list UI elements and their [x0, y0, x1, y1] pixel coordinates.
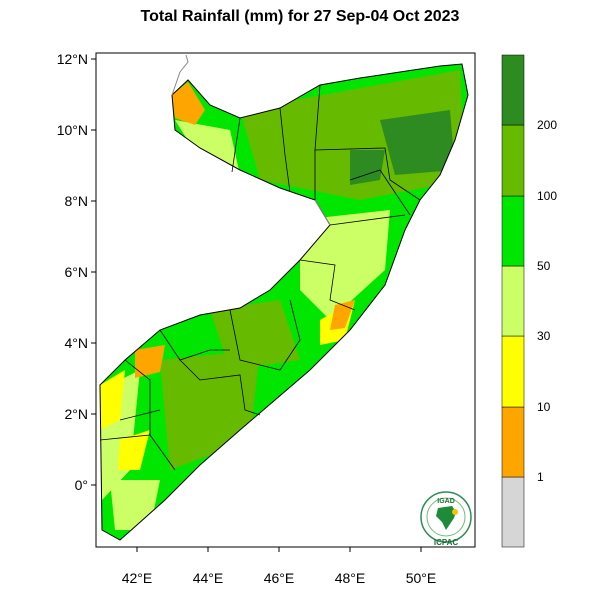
legend-label: 30: [537, 329, 551, 343]
legend-label: 200: [537, 118, 557, 132]
legend-swatch-10-30: [501, 335, 525, 408]
logo-top-text: IGAD: [437, 498, 455, 505]
legend-label: 1: [537, 470, 544, 484]
legend-swatch-gt200: [501, 54, 525, 126]
africa-icon: [436, 506, 456, 530]
map-title: Total Rainfall (mm) for 27 Sep-04 Oct 20…: [140, 8, 460, 25]
legend-swatch-30-50: [501, 265, 525, 337]
region-boundaries: [99, 84, 421, 471]
color-legend: 1 10 30 50 100 200: [501, 54, 557, 548]
neighbor-border-west: [314, 199, 331, 226]
lon-label: 48°E: [335, 570, 366, 586]
legend-label: 100: [537, 189, 557, 203]
igad-icpac-logo: IGAD ICPAC: [420, 491, 472, 547]
lat-label: 0°: [75, 477, 88, 493]
lat-label: 12°N: [57, 51, 88, 67]
legend-swatch-lt1: [501, 476, 525, 548]
neighbor-border-north: [171, 54, 189, 96]
somalia-outline: [99, 63, 469, 541]
lat-label: 8°N: [65, 193, 89, 209]
legend-label: 50: [537, 259, 551, 273]
latitude-axis: 12°N 10°N 8°N 6°N 4°N 2°N 0°: [57, 51, 96, 493]
legend-swatch-1-10: [501, 406, 525, 478]
logo-bottom-text: ICPAC: [434, 538, 459, 547]
lat-label: 6°N: [65, 264, 89, 280]
lon-label: 46°E: [264, 570, 295, 586]
lon-label: 50°E: [406, 570, 437, 586]
lat-label: 10°N: [57, 122, 88, 138]
lat-label: 4°N: [65, 335, 89, 351]
sun-icon: [452, 509, 458, 515]
longitude-axis: 42°E 44°E 46°E 48°E 50°E: [122, 547, 437, 586]
lat-label: 2°N: [65, 406, 89, 422]
legend-label: 10: [537, 400, 551, 414]
legend-swatch-50-100: [501, 195, 525, 267]
legend-swatch-100-200: [501, 124, 525, 197]
lon-label: 44°E: [193, 570, 224, 586]
lon-label: 42°E: [122, 570, 153, 586]
